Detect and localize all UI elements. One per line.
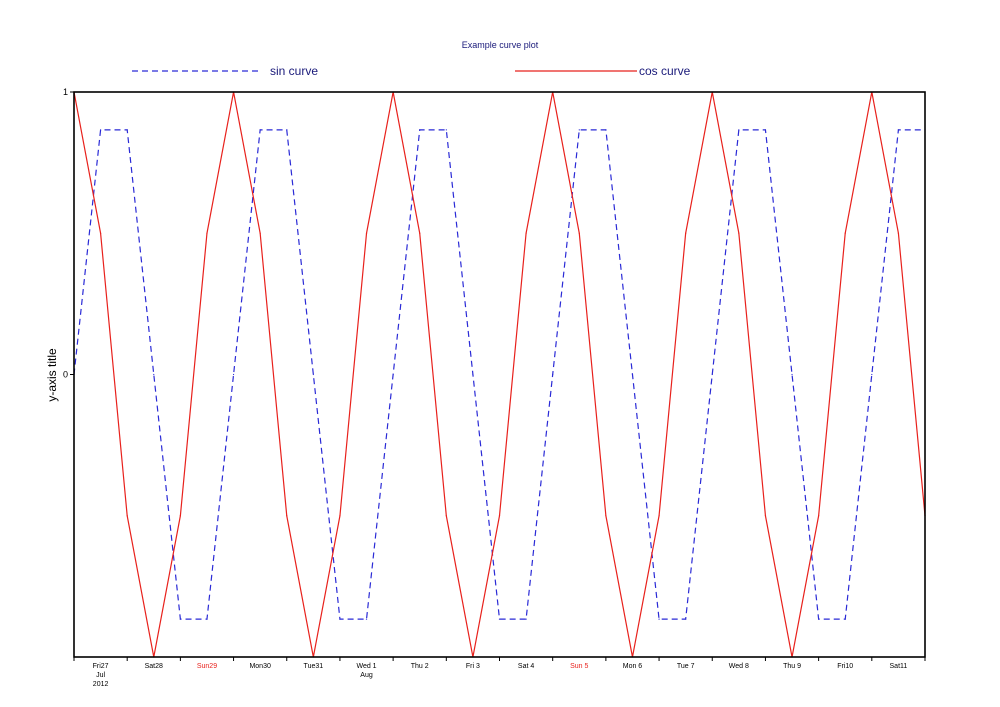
legend-label-sin: sin curve (270, 64, 318, 78)
legend: sin curve cos curve (132, 64, 691, 78)
series-point (286, 515, 288, 517)
series-point (498, 515, 501, 517)
series-point (206, 618, 208, 620)
y-tick-label: 0 (63, 370, 68, 380)
series-point (153, 373, 155, 376)
series-point (179, 515, 181, 517)
series-point (339, 515, 341, 517)
series-point (764, 515, 767, 517)
x-tick-label: Mon 6 (623, 663, 643, 670)
series-point (871, 373, 873, 376)
series-point (897, 232, 900, 234)
series-layer (73, 91, 926, 658)
series-point (126, 129, 128, 131)
series-point (552, 373, 554, 376)
series-point (711, 373, 713, 376)
x-tick-label: Sun 5 (570, 663, 588, 670)
series-point (419, 232, 421, 234)
series-point (312, 373, 314, 376)
series-point (525, 618, 527, 620)
series-point (232, 373, 235, 376)
x-tick-label: Sat28 (145, 663, 163, 670)
series-point (764, 129, 767, 131)
y-tick-label: 1 (63, 87, 68, 97)
x-tick-label: Wed 1 Aug (356, 663, 376, 679)
series-point (259, 232, 261, 234)
series-point (791, 373, 793, 376)
x-tick-label: Thu 2 (411, 663, 429, 670)
series-point (365, 232, 368, 234)
series-point (578, 129, 580, 131)
x-tick-label: Fri 3 (466, 663, 480, 670)
series-point (818, 618, 820, 620)
x-axis: Fri27 Jul 2012 Sat28 Sun29 Mon30 Tue31 Wed 1 Aug… (73, 657, 926, 688)
series-point (738, 129, 740, 131)
series-point (445, 129, 447, 131)
series-point (685, 232, 687, 234)
series-point (897, 129, 900, 131)
series-point (365, 618, 368, 620)
x-tick-label: Fri10 (837, 663, 853, 670)
series-point (605, 129, 607, 131)
series-point (286, 129, 288, 131)
x-tick-label: Wed 8 (729, 663, 749, 670)
series-point (658, 515, 660, 517)
legend-label-cos: cos curve (639, 64, 691, 78)
plot-frame (73, 91, 926, 658)
series-point (99, 129, 102, 131)
x-tick-label: Mon30 (249, 663, 271, 670)
series-point (179, 618, 181, 620)
series-point (525, 232, 527, 234)
series-point (818, 515, 820, 517)
series-point (738, 232, 740, 234)
series-point (685, 618, 687, 620)
x-tick-label: Tue31 (304, 663, 324, 670)
series-point (419, 129, 421, 131)
series-line-cos-curve (73, 91, 926, 658)
series-point (498, 618, 501, 620)
series-point (631, 373, 634, 376)
series-point (259, 129, 261, 131)
x-tick-label: Thu 9 (783, 663, 801, 670)
series-point (339, 618, 341, 620)
x-tick-label: Sat11 (890, 663, 908, 670)
series-point (658, 618, 660, 620)
series-point (392, 373, 394, 376)
series-point (445, 515, 447, 517)
series-point (472, 373, 474, 376)
series-point (126, 515, 128, 517)
series-point (206, 232, 208, 234)
chart-title: Example curve plot (462, 40, 539, 50)
x-tick-label: Sun29 (197, 663, 217, 670)
series-point (605, 515, 607, 517)
series-point (844, 232, 846, 234)
x-tick-label: Sat 4 (518, 663, 534, 670)
series-point (99, 232, 102, 234)
series-point (844, 618, 846, 620)
y-axis-label: y-axis title (45, 348, 59, 402)
x-tick-label: Fri27 Jul 2012 (93, 663, 109, 688)
series-line-sin-curve (73, 129, 925, 620)
x-tick-label: Tue 7 (677, 663, 695, 670)
y-axis: 10 (63, 87, 74, 380)
series-point (578, 232, 580, 234)
